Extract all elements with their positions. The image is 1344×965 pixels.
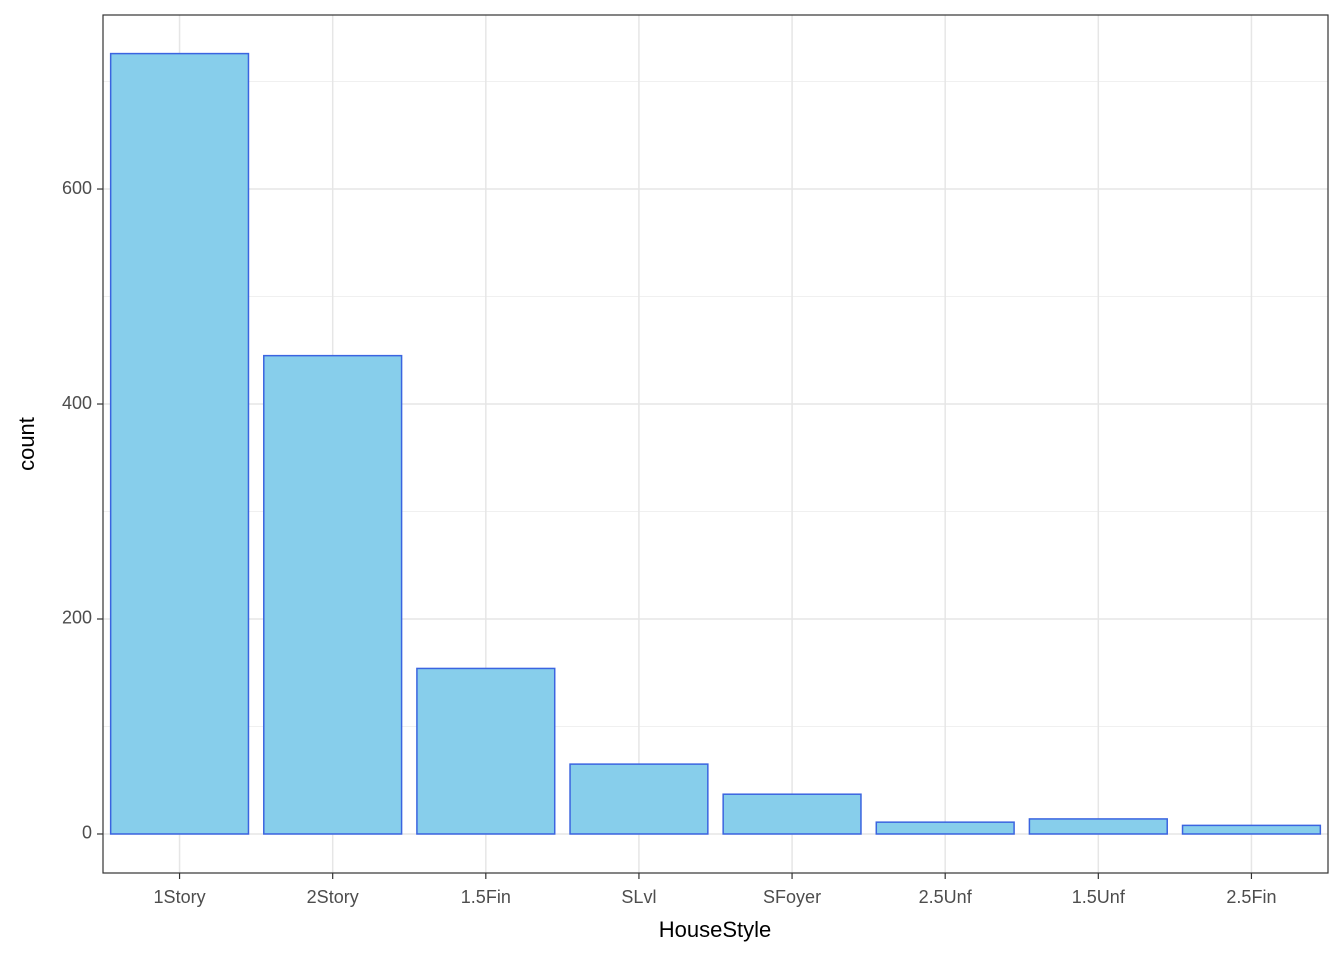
bar — [569, 763, 709, 835]
y-tick-label: 400 — [62, 393, 92, 413]
bar — [1028, 818, 1168, 835]
x-axis-title: HouseStyle — [659, 917, 772, 942]
bar — [722, 793, 862, 835]
x-tick-label: 2Story — [307, 887, 359, 907]
x-tick-label: 2.5Fin — [1226, 887, 1276, 907]
x-tick-label: 2.5Unf — [919, 887, 973, 907]
panel-border — [102, 14, 1329, 874]
bar — [109, 52, 250, 835]
marks — [109, 52, 1322, 835]
y-tick-label: 200 — [62, 608, 92, 628]
x-tick-label: SFoyer — [763, 887, 821, 907]
bar — [263, 354, 403, 835]
bar — [1181, 824, 1322, 835]
y-axis-title: count — [14, 417, 39, 471]
x-tick-label: 1.5Fin — [461, 887, 511, 907]
bar — [875, 821, 1015, 835]
y-tick-label: 600 — [62, 178, 92, 198]
y-tick-label: 0 — [82, 823, 92, 843]
x-tick-label: 1Story — [154, 887, 206, 907]
x-tick-label: 1.5Unf — [1072, 887, 1126, 907]
x-tick-label: SLvl — [621, 887, 656, 907]
bar — [416, 667, 556, 835]
